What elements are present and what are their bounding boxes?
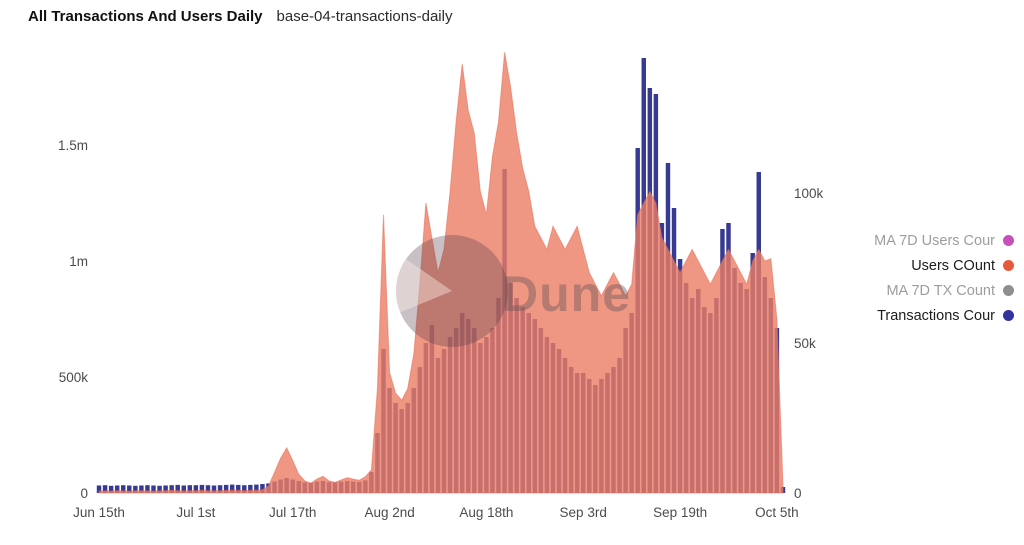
transactions-bar[interactable]: [175, 484, 180, 493]
transactions-bar[interactable]: [223, 484, 229, 493]
legend-item-label: MA 7D Users Cour: [874, 232, 995, 249]
legend-color-dot: [1003, 260, 1014, 271]
chart-title: All Transactions And Users Daily: [28, 8, 263, 25]
y-axis-right-tick: 0: [794, 486, 802, 501]
legend: MA 7D Users Cour Users COunt MA 7D TX Coun…: [828, 228, 1014, 328]
x-axis-tick: Jul 1st: [176, 505, 215, 520]
x-axis-tick: Sep 3rd: [560, 505, 607, 520]
y-axis-left-tick: 1.5m: [58, 138, 88, 153]
transactions-bar[interactable]: [169, 485, 174, 493]
chart-subtitle: base-04-transactions-daily: [276, 8, 453, 25]
transactions-bar[interactable]: [145, 485, 150, 493]
legend-color-dot: [1003, 310, 1014, 321]
transactions-bar[interactable]: [211, 485, 217, 494]
transactions-bar[interactable]: [242, 485, 247, 493]
transactions-bar[interactable]: [187, 485, 193, 493]
legend-item-label: MA 7D TX Count: [886, 282, 995, 299]
transactions-bar[interactable]: [248, 484, 253, 493]
y-axis-left-tick: 1m: [69, 254, 88, 269]
x-axis-tick: Sep 19th: [653, 505, 707, 520]
x-axis-tick: Aug 2nd: [364, 505, 414, 520]
transactions-bar[interactable]: [217, 485, 223, 493]
x-axis-tick: Oct 5th: [755, 505, 799, 520]
transactions-bar[interactable]: [96, 485, 102, 494]
dune-watermark-circle: [396, 235, 508, 347]
transactions-bar[interactable]: [127, 485, 132, 494]
transactions-bar[interactable]: [151, 485, 156, 494]
transactions-bar[interactable]: [108, 485, 114, 493]
legend-item-users-count[interactable]: Users COunt: [828, 253, 1014, 278]
transactions-bar[interactable]: [193, 485, 199, 493]
y-axis-left-tick: 500k: [59, 370, 89, 385]
y-axis-right-tick: 100k: [794, 186, 824, 201]
x-axis-tick: Jun 15th: [73, 505, 125, 520]
y-axis-left-tick: 0: [80, 486, 88, 501]
transactions-bar[interactable]: [205, 485, 211, 493]
transactions-bar[interactable]: [102, 485, 108, 493]
y-axis-right-tick: 50k: [794, 336, 816, 351]
x-axis-tick: Aug 18th: [459, 505, 513, 520]
legend-item-ma-7d-tx-count[interactable]: MA 7D TX Count: [828, 278, 1014, 303]
transactions-bar[interactable]: [114, 485, 120, 494]
x-axis-tick: Jul 17th: [269, 505, 316, 520]
transactions-bar[interactable]: [199, 484, 205, 493]
transactions-bar[interactable]: [139, 485, 144, 494]
transactions-bar[interactable]: [163, 485, 168, 494]
users-area[interactable]: [98, 52, 784, 494]
transactions-bar[interactable]: [229, 484, 235, 493]
dune-watermark-text: Dune: [502, 266, 631, 322]
transactions-bar[interactable]: [133, 485, 138, 493]
legend-item-label: Transactions Cour: [877, 307, 995, 324]
dune-watermark-wedge: [395, 259, 452, 313]
transactions-bar[interactable]: [121, 485, 126, 493]
legend-item-ma-7d-users-cour[interactable]: MA 7D Users Cour: [828, 228, 1014, 253]
transactions-bar[interactable]: [260, 484, 265, 493]
legend-item-transactions-cour[interactable]: Transactions Cour: [828, 303, 1014, 328]
transactions-bar[interactable]: [181, 485, 186, 494]
transactions-bar[interactable]: [157, 485, 162, 493]
legend-color-dot: [1003, 285, 1014, 296]
legend-color-dot: [1003, 235, 1014, 246]
transactions-bar[interactable]: [254, 484, 259, 493]
transactions-bar[interactable]: [236, 484, 241, 493]
chart-header: All Transactions And Users Daily base-04…: [28, 8, 452, 25]
legend-item-label: Users COunt: [911, 257, 995, 274]
